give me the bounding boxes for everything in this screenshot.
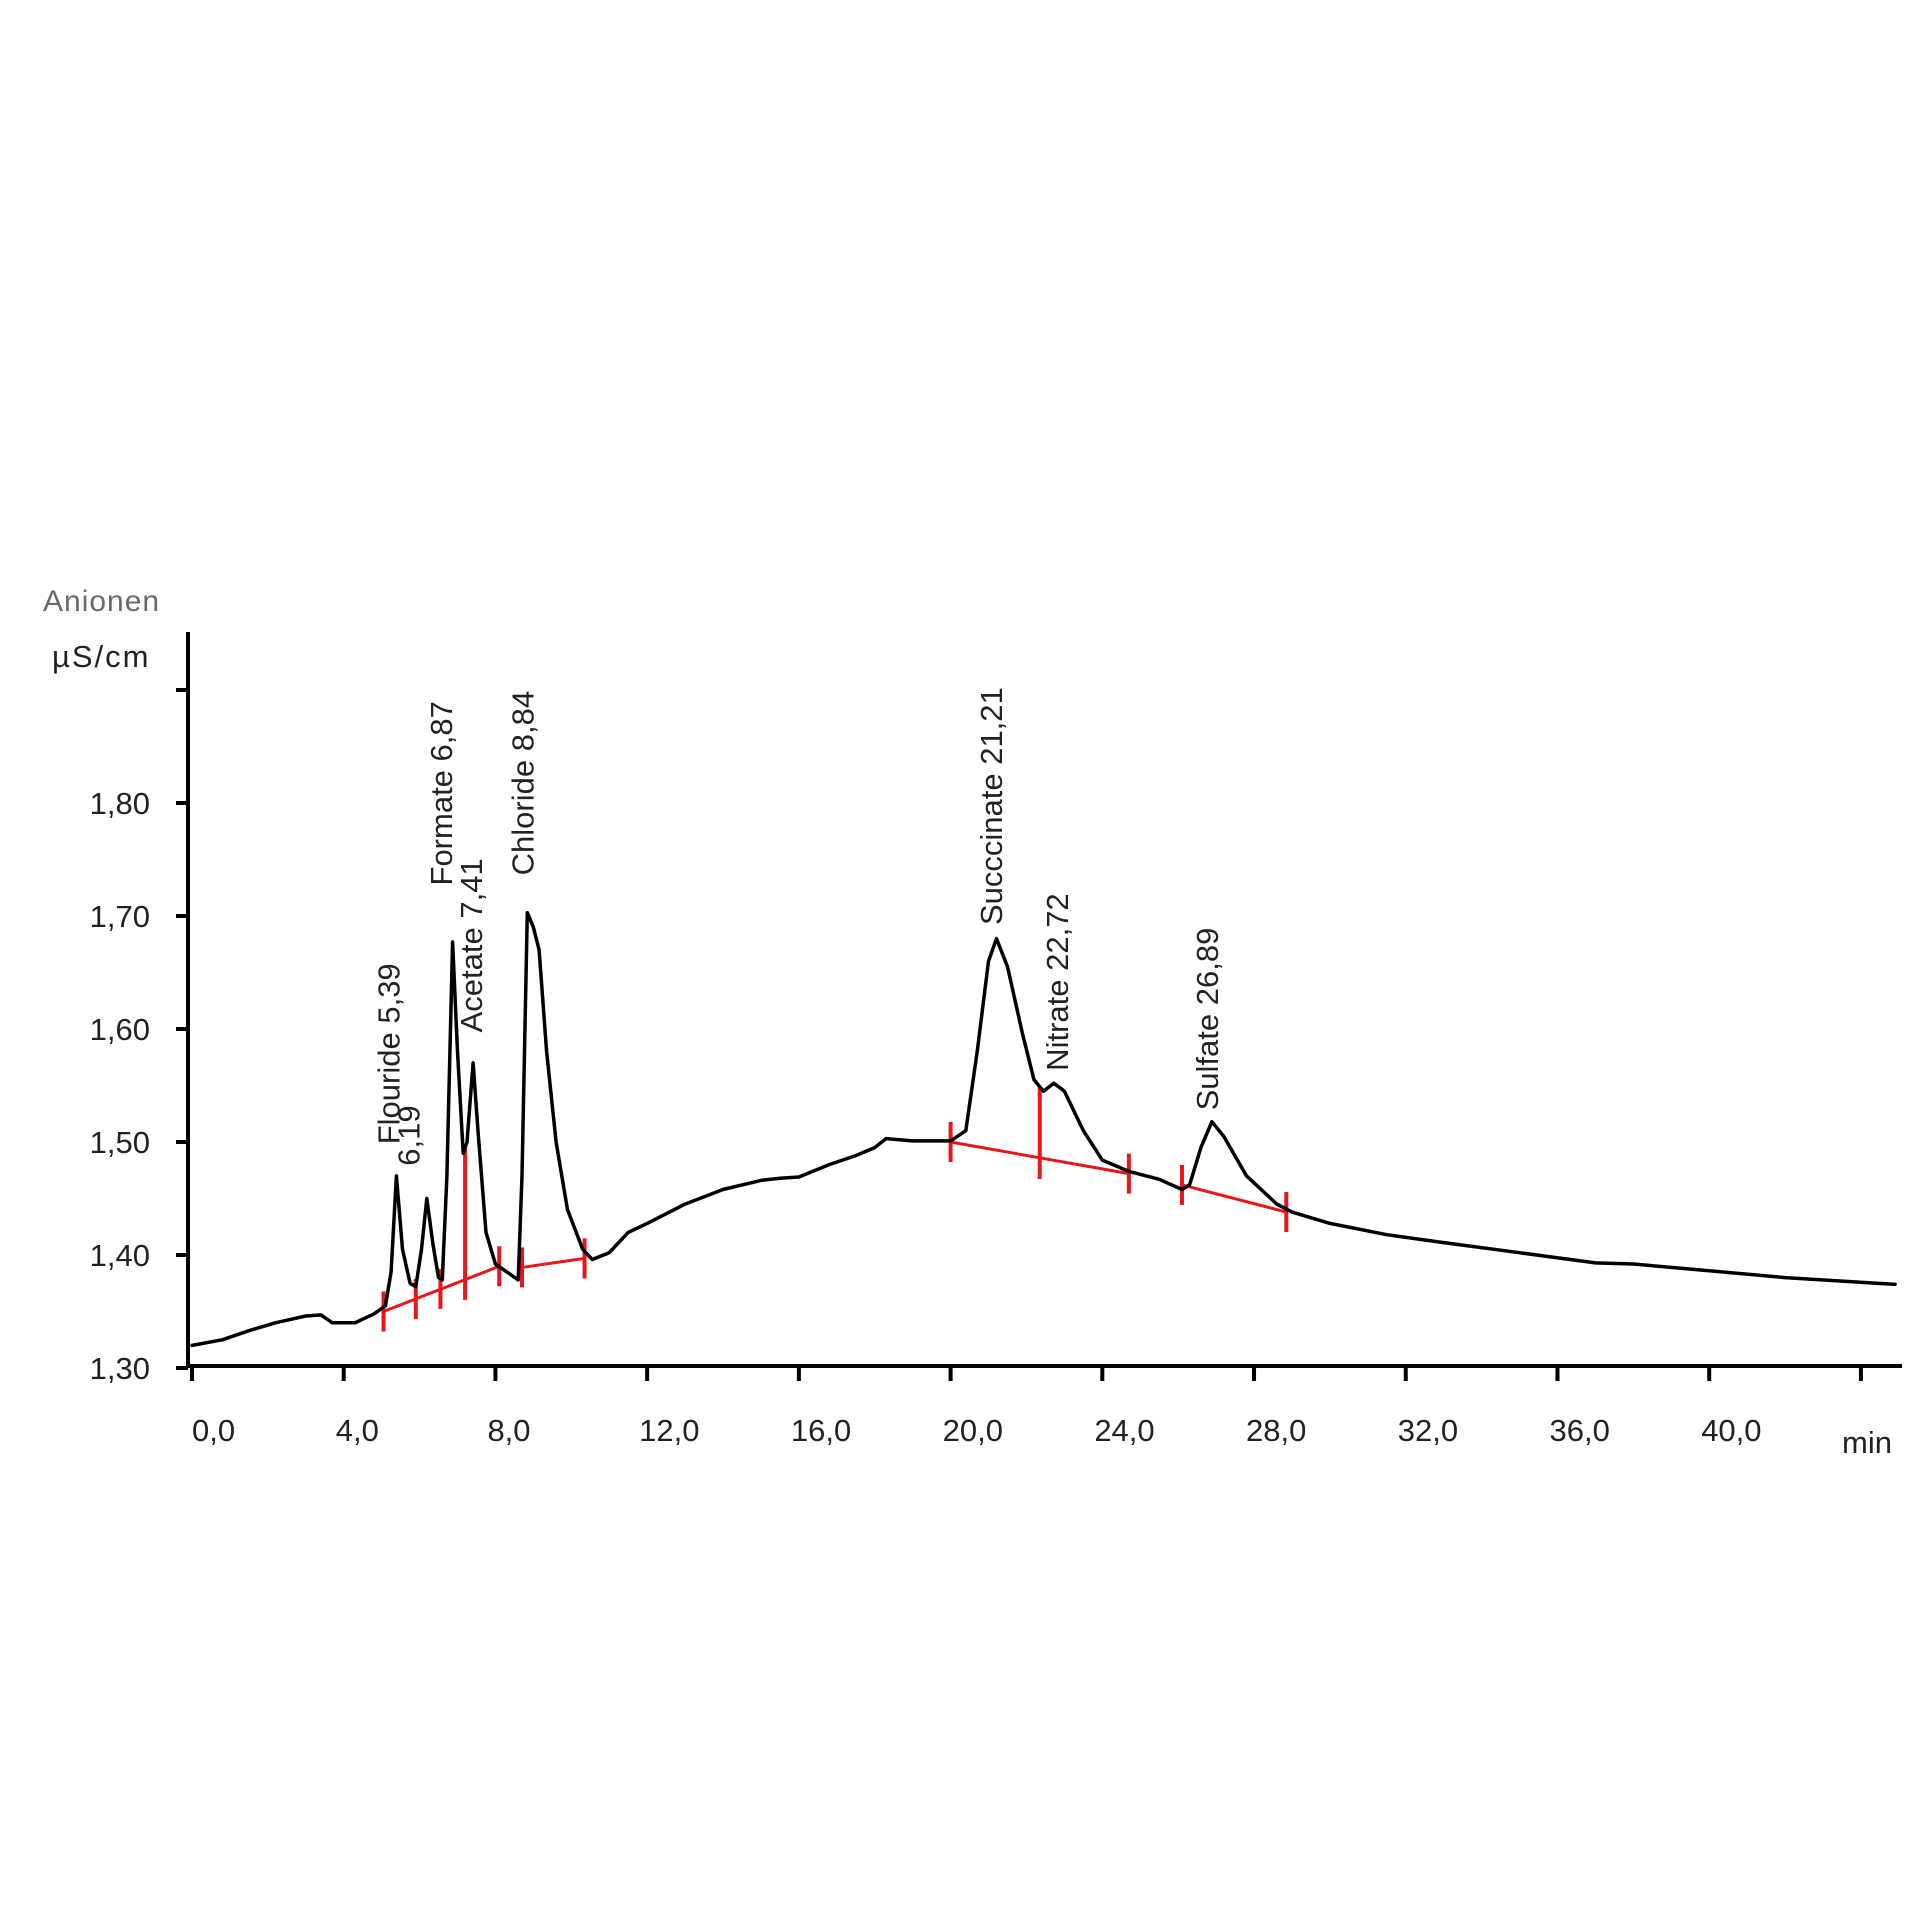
peak-label: 6,19	[392, 1105, 427, 1165]
x-tick-label: 28,0	[1246, 1413, 1306, 1448]
peak-label: Succcinate 21,21	[974, 687, 1009, 925]
peak-label: Sulfate 26,89	[1190, 928, 1225, 1111]
peak-label: Flouride 5,39	[371, 963, 406, 1144]
x-tick-label: 32,0	[1398, 1413, 1458, 1448]
x-axis-unit-label: min	[1842, 1425, 1892, 1460]
y-axis-ticks: 1,30 1,40 1,50 1,60 1,70 1,80	[90, 688, 188, 1386]
baseline-segment	[521, 1256, 585, 1269]
x-tick-label: 24,0	[1094, 1413, 1154, 1448]
x-tick-label: 36,0	[1549, 1413, 1609, 1448]
x-tick-label: 12,0	[639, 1413, 699, 1448]
peak-label: Nitrate 22,72	[1040, 893, 1075, 1071]
x-tick-label: 20,0	[943, 1413, 1003, 1448]
chromatogram-trace	[190, 910, 1897, 1348]
y-tick-label: 1,30	[90, 1351, 150, 1386]
baseline-segment	[1181, 1183, 1287, 1214]
y-tick-label: 1,50	[90, 1125, 150, 1160]
x-tick-label: 16,0	[791, 1413, 851, 1448]
chart-title: Anionen	[43, 585, 160, 618]
x-axis-ticks: 0,0 4,0 8,0 12,0 16,0 20,0 24,0 28,0 32,0 36,0 40,…	[190, 1366, 1863, 1448]
x-tick-label: 4,0	[336, 1413, 379, 1448]
x-tick-label: 0,0	[192, 1413, 235, 1448]
y-tick-label: 1,60	[90, 1012, 150, 1047]
x-tick-label: 40,0	[1701, 1413, 1761, 1448]
y-tick-label: 1,70	[90, 899, 150, 934]
integration-baselines	[381, 1086, 1289, 1332]
peak-label: Chloride 8,84	[505, 691, 540, 875]
peak-label: Acetate 7,41	[454, 858, 489, 1032]
peak-label: Formate 6,87	[424, 701, 459, 885]
x-tick-label: 8,0	[487, 1413, 530, 1448]
y-axis-unit-label: µS/cm	[52, 639, 150, 674]
y-tick-label: 1,40	[90, 1238, 150, 1273]
y-tick-label: 1,80	[90, 786, 150, 821]
